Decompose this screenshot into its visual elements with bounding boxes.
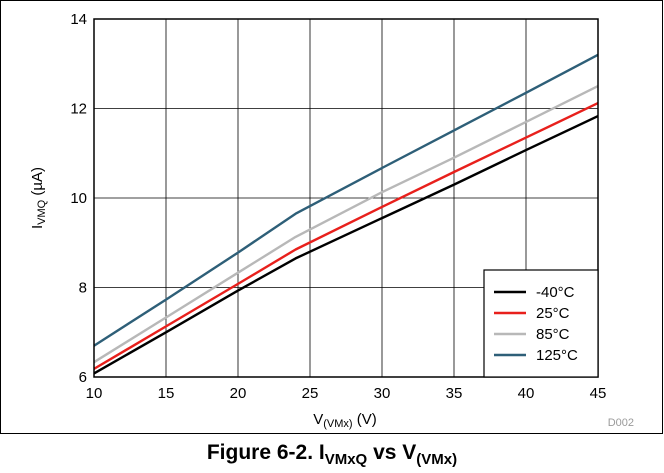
y-tick-label: 8 <box>79 280 87 297</box>
plot-area <box>93 18 599 378</box>
x-tick-label: 15 <box>158 385 175 402</box>
series-line <box>93 53 599 347</box>
doc-id: D002 <box>608 417 634 429</box>
legend-label: -40°C <box>536 284 575 301</box>
y-tick-label: 10 <box>70 190 87 207</box>
y-tick-labels: 6 8 10 12 14 <box>70 11 87 386</box>
legend-label: 125°C <box>536 347 578 364</box>
x-tick-labels: 10 15 20 25 30 35 40 45 <box>86 385 607 402</box>
x-tick-label: 35 <box>446 385 463 402</box>
x-axis-label: V(VMx) (V) <box>313 411 377 430</box>
legend-box <box>483 269 599 378</box>
x-tick-label: 30 <box>374 385 391 402</box>
legend-label: 25°C <box>536 305 570 322</box>
x-tick-label: 45 <box>590 385 607 402</box>
figure-caption: Figure 6-2. IVMxQ vs V(VMx) <box>206 441 458 468</box>
figure-frame <box>0 0 663 434</box>
y-tick-label: 14 <box>70 11 87 28</box>
series-lines <box>93 53 599 375</box>
y-axis-label: IVMQ (µA) <box>29 167 48 229</box>
x-tick-label: 10 <box>86 385 103 402</box>
x-tick-label: 20 <box>230 385 247 402</box>
legend: -40°C 25°C 85°C 125°C <box>483 269 599 378</box>
series-line <box>93 102 599 370</box>
x-tick-label: 40 <box>518 385 535 402</box>
x-tick-label: 25 <box>302 385 319 402</box>
series-line <box>93 115 599 375</box>
series-line <box>93 85 599 364</box>
legend-label: 85°C <box>536 326 570 343</box>
y-tick-label: 6 <box>79 369 87 386</box>
y-tick-label: 12 <box>70 101 87 118</box>
